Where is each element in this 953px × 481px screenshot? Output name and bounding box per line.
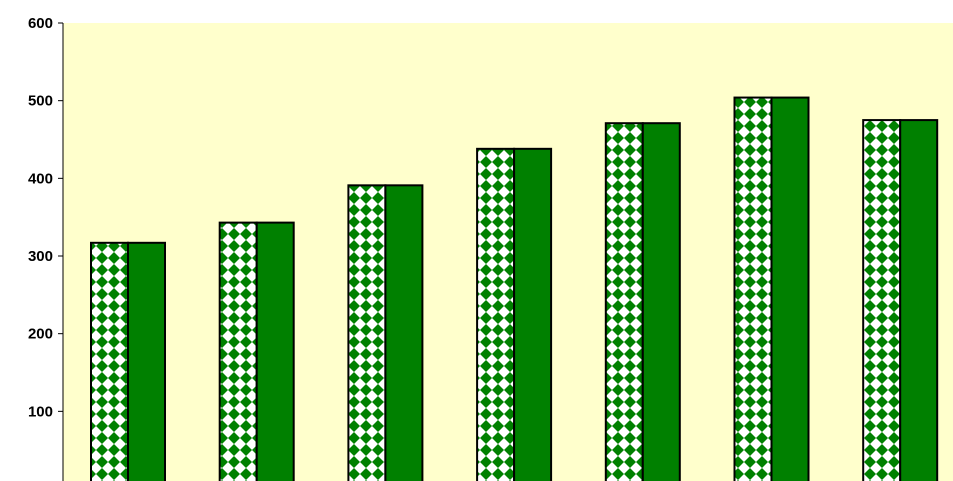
y-tick-label: 200	[28, 326, 53, 343]
bar-series-2-category-2	[255, 221, 295, 481]
bar-series-2-category-7	[899, 119, 939, 481]
bar-series-1-category-1	[90, 241, 129, 481]
bar-series-1-category-2	[218, 221, 258, 481]
y-tick-label: 500	[28, 93, 53, 110]
y-axis-ticks: 0100200300400500600	[28, 15, 63, 420]
bar-series-2-category-1	[127, 241, 166, 481]
bar-series-2-category-5	[641, 122, 681, 481]
y-tick-label: 400	[28, 170, 53, 187]
bar-series-1-category-5	[604, 122, 644, 481]
y-tick-label: 100	[28, 403, 53, 420]
y-tick-label: 600	[28, 15, 53, 32]
bar-series-1-category-4	[476, 147, 516, 481]
bars	[90, 96, 939, 481]
bar-series-1-category-3	[347, 184, 387, 481]
bar-series-2-category-6	[770, 96, 810, 481]
bar-series-2-category-4	[513, 147, 553, 481]
bar-series-1-category-7	[862, 119, 902, 481]
y-tick-label: 300	[28, 248, 53, 265]
bar-series-2-category-3	[384, 184, 424, 481]
bar-series-1-category-6	[733, 96, 773, 481]
